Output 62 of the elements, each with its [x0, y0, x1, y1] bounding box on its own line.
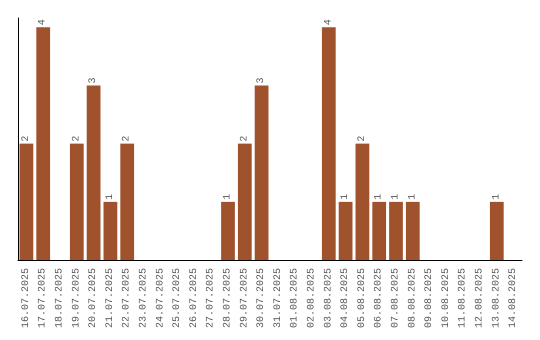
- x-tick-label: 29.07.2025: [239, 268, 250, 328]
- x-tick-label: 28.07.2025: [222, 268, 234, 328]
- data-label: 3: [256, 77, 268, 84]
- data-label: 1: [407, 194, 418, 200]
- bar: [356, 144, 370, 260]
- bar: [238, 144, 252, 260]
- data-label: 1: [374, 194, 385, 200]
- x-tick-label: 21.07.2025: [104, 268, 116, 328]
- bar: [70, 144, 84, 260]
- data-label: 4: [38, 19, 49, 26]
- bar: [338, 202, 352, 260]
- bar: [372, 202, 386, 260]
- x-tick-label: 02.08.2025: [306, 268, 318, 328]
- x-tick-label: 09.08.2025: [424, 268, 436, 328]
- x-tick-label: 26.07.2025: [188, 268, 200, 328]
- x-tick-label: 17.07.2025: [38, 268, 49, 328]
- data-label: 2: [71, 136, 82, 142]
- bar: [490, 202, 504, 260]
- bar: [86, 85, 100, 260]
- data-label: 2: [122, 136, 133, 142]
- x-tick-label: 05.08.2025: [356, 268, 368, 328]
- x-tick-label: 14.08.2025: [508, 268, 520, 328]
- data-label: 3: [88, 77, 100, 84]
- x-tick-label: 04.08.2025: [340, 268, 352, 328]
- bar: [389, 202, 403, 260]
- x-tick-label: 22.07.2025: [122, 268, 133, 328]
- x-tick-label: 06.08.2025: [374, 268, 385, 328]
- x-tick-label: 11.08.2025: [458, 268, 469, 328]
- data-label: 2: [239, 136, 250, 142]
- bar: [20, 144, 34, 260]
- x-tick-label: 16.07.2025: [20, 268, 32, 328]
- x-tick-label: 19.07.2025: [71, 268, 82, 328]
- bar: [36, 27, 50, 260]
- x-tick-label: 31.07.2025: [272, 268, 284, 328]
- x-tick-label: 07.08.2025: [390, 268, 402, 328]
- data-label: 2: [356, 136, 368, 142]
- x-tick-label: 24.07.2025: [155, 268, 166, 328]
- data-label: 4: [323, 19, 334, 26]
- x-tick-label: 30.07.2025: [256, 268, 268, 328]
- data-label: 1: [491, 194, 502, 200]
- data-label: 1: [222, 194, 234, 200]
- x-tick-label: 18.07.2025: [54, 268, 66, 328]
- bar: [254, 85, 268, 260]
- x-tick-label: 23.07.2025: [138, 268, 150, 328]
- data-label: 1: [340, 194, 352, 200]
- x-tick-label: 25.07.2025: [172, 268, 184, 328]
- x-tick-label: 20.07.2025: [88, 268, 100, 328]
- x-tick-label: 08.08.2025: [407, 268, 418, 328]
- data-label: 1: [104, 194, 116, 200]
- x-tick-label: 10.08.2025: [440, 268, 452, 328]
- bar: [322, 27, 336, 260]
- x-tick-label: 01.08.2025: [290, 268, 301, 328]
- x-tick-label: 27.07.2025: [206, 268, 217, 328]
- x-tick-label: 03.08.2025: [323, 268, 334, 328]
- x-tick-label: 12.08.2025: [474, 268, 486, 328]
- bar: [120, 144, 134, 260]
- bar: [221, 202, 235, 260]
- data-label: 1: [390, 194, 402, 200]
- data-label: 2: [20, 136, 32, 142]
- bar: [406, 202, 420, 260]
- x-tick-label: 13.08.2025: [491, 268, 502, 328]
- bar: [104, 202, 118, 260]
